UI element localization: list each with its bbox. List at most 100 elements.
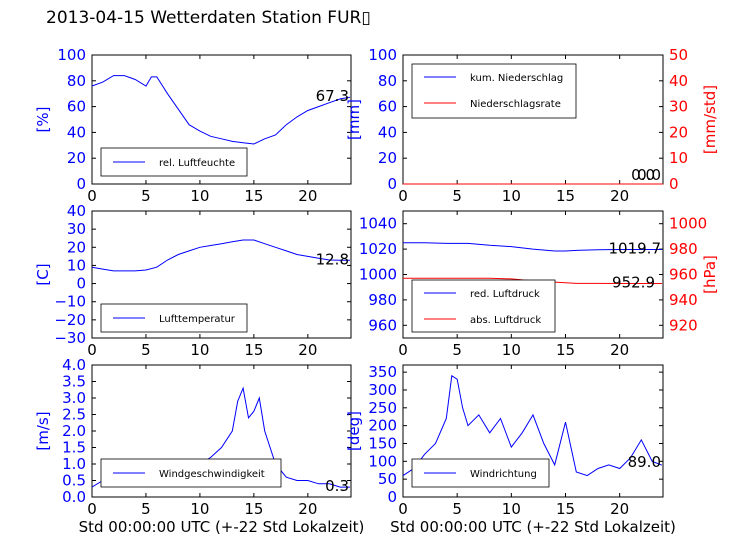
windspeed-ytick-label-left: 2.5 <box>62 406 86 424</box>
winddir-ytick-label-left: 300 <box>368 381 397 399</box>
humidity-xtick-label: 0 <box>87 187 97 205</box>
windspeed-ytick-label-left: 3.0 <box>62 389 86 407</box>
windspeed-xtick-label: 5 <box>141 500 151 518</box>
humidity-xtick-label: 15 <box>244 187 263 205</box>
temperature-ytick-label-left: −30 <box>54 329 86 347</box>
precip-ytick-label-right: 20 <box>669 123 688 141</box>
temperature-annotation: 12.8 <box>316 250 349 268</box>
humidity-legend-label: rel. Luftfeuchte <box>159 158 235 169</box>
humidity-ytick-label-left: 20 <box>67 149 86 167</box>
winddir-xtick-label: 0 <box>398 500 408 518</box>
humidity-xtick-label: 5 <box>141 187 151 205</box>
pressure-ytick-label-right: 940 <box>669 291 698 309</box>
pressure-ytick-label-right: 960 <box>669 266 698 284</box>
pressure-xtick-label: 0 <box>398 341 408 359</box>
winddir-series-line-0 <box>402 374 663 477</box>
windspeed-legend-label: Windgeschwindigkeit <box>159 469 265 480</box>
winddir-xtick-label: 15 <box>556 500 575 518</box>
windspeed-xtick-label: 15 <box>244 500 263 518</box>
windspeed-xtick-label: 10 <box>190 500 209 518</box>
pressure-ytick-label-right: 920 <box>669 316 698 334</box>
temperature-ytick-label-left: 20 <box>67 238 86 256</box>
pressure-ytick-label-left: 1000 <box>359 266 397 284</box>
pressure-xtick-label: 20 <box>610 341 629 359</box>
temperature-xtick-label: 15 <box>244 341 263 359</box>
precip-xtick-label: 20 <box>610 187 629 205</box>
humidity-ytick-label-left: 40 <box>67 123 86 141</box>
windspeed-annotation: 0.3 <box>325 477 349 495</box>
winddir-legend-label: Windrichtung <box>470 469 537 480</box>
windspeed-xtick-label: 0 <box>87 500 97 518</box>
windspeed-xlabel: Std 00:00:00 UTC (+-22 Std Lokalzeit) <box>79 518 365 536</box>
windspeed-ytick-label-left: 0.5 <box>62 472 86 490</box>
precip-ylabel-left: [mm] <box>345 99 363 140</box>
winddir-ytick-label-left: 100 <box>368 452 397 470</box>
precip-ytick-label-left: 20 <box>378 149 397 167</box>
temperature-legend-label: Lufttemperatur <box>159 314 236 325</box>
windspeed-ytick-label-left: 4.0 <box>62 356 86 374</box>
precip-xtick-label: 5 <box>452 187 462 205</box>
pressure-annotation: 1019.7 <box>609 239 662 257</box>
windspeed-ylabel-left: [m/s] <box>34 411 52 450</box>
winddir-xtick-label: 5 <box>452 500 462 518</box>
windspeed-xtick-label: 20 <box>298 500 317 518</box>
temperature-xtick-label: 20 <box>298 341 317 359</box>
precip-annotation-2: 0.0 <box>631 166 655 184</box>
temperature-ytick-label-left: 40 <box>67 202 86 220</box>
winddir-xlabel: Std 00:00:00 UTC (+-22 Std Lokalzeit) <box>390 518 676 536</box>
winddir-annotation: 89.0 <box>628 453 661 471</box>
temperature-xtick-label: 0 <box>87 341 97 359</box>
windspeed-ytick-label-left: 2.0 <box>62 422 86 440</box>
precip-ytick-label-left: 40 <box>378 123 397 141</box>
precip-ytick-label-left: 60 <box>378 98 397 116</box>
winddir-ytick-label-left: 350 <box>368 363 397 381</box>
precip-ytick-label-right: 40 <box>669 72 688 90</box>
pressure-ytick-label-left: 960 <box>368 316 397 334</box>
humidity-series-line-0 <box>91 75 350 145</box>
humidity-ylabel-left: [%] <box>34 107 52 133</box>
windspeed-ytick-label-left: 1.5 <box>62 439 86 457</box>
humidity-ytick-label-left: 100 <box>57 46 86 64</box>
temperature-ytick-label-left: 30 <box>67 220 86 238</box>
pressure-legend-label: red. Luftdruck <box>470 289 540 300</box>
humidity-xtick-label: 20 <box>298 187 317 205</box>
winddir-ylabel-left: [deg] <box>345 411 363 451</box>
winddir-ytick-label-left: 0 <box>387 488 397 506</box>
humidity-ytick-label-left: 80 <box>67 72 86 90</box>
precip-legend-label: kum. Niederschlag <box>470 73 563 84</box>
windspeed-ytick-label-left: 0.0 <box>62 488 86 506</box>
temperature-ytick-label-left: 10 <box>67 256 86 274</box>
humidity-ytick-label-left: 60 <box>67 98 86 116</box>
precip-ytick-label-right: 10 <box>669 149 688 167</box>
precip-ytick-label-left: 0 <box>387 175 397 193</box>
precip-xtick-label: 10 <box>502 187 521 205</box>
precip-annotation: 0.0 <box>637 166 661 184</box>
pressure-ytick-label-right: 1000 <box>669 215 707 233</box>
pressure-ytick-label-left: 1040 <box>359 215 397 233</box>
pressure-legend-label: abs. Luftdruck <box>470 315 541 326</box>
winddir-ytick-label-left: 250 <box>368 399 397 417</box>
humidity-ytick-label-left: 0 <box>76 175 86 193</box>
pressure-ylabel-right: [hPa] <box>701 255 719 294</box>
winddir-xtick-label: 10 <box>502 500 521 518</box>
temperature-ytick-label-left: 0 <box>76 275 86 293</box>
temperature-xtick-label: 10 <box>190 341 209 359</box>
temperature-ylabel-left: [C] <box>34 263 52 285</box>
windspeed-ytick-label-left: 1.0 <box>62 455 86 473</box>
precip-legend-box <box>411 63 577 119</box>
winddir-xtick-label: 20 <box>610 500 629 518</box>
pressure-xtick-label: 15 <box>556 341 575 359</box>
precip-xtick-label: 15 <box>556 187 575 205</box>
temperature-ytick-label-left: −10 <box>54 293 86 311</box>
precip-legend-label: Niederschlagsrate <box>470 99 561 110</box>
pressure-ytick-label-left: 1020 <box>359 240 397 258</box>
winddir-ytick-label-left: 150 <box>368 434 397 452</box>
pressure-xtick-label: 10 <box>502 341 521 359</box>
pressure-legend-box <box>411 279 556 333</box>
precip-xtick-label: 0 <box>398 187 408 205</box>
pressure-ytick-label-left: 980 <box>368 291 397 309</box>
temperature-xtick-label: 5 <box>141 341 151 359</box>
precip-ytick-label-left: 80 <box>378 72 397 90</box>
figure-title: 2013-04-15 Wetterdaten Station FUR▯ <box>46 8 371 28</box>
precip-ytick-label-left: 100 <box>368 46 397 64</box>
